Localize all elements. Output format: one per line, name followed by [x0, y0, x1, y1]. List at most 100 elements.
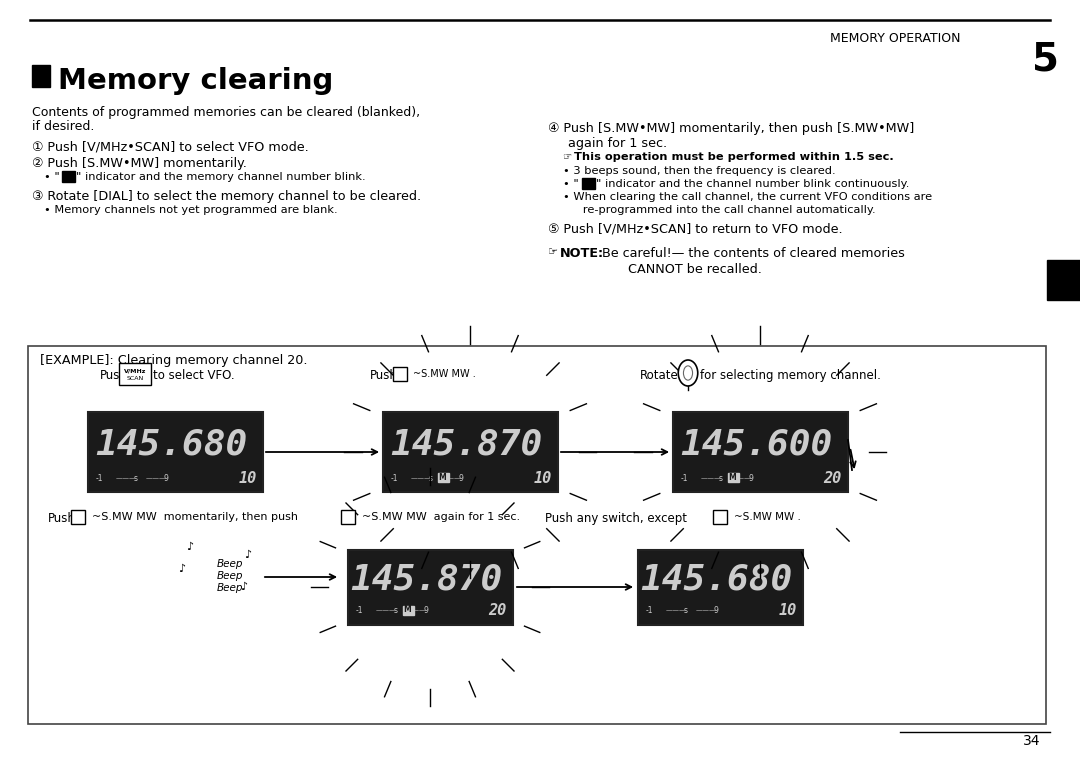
Bar	[32, 65, 50, 87]
Text: 9: 9	[423, 606, 429, 615]
Text: • 3 beeps sound, then the frequency is cleared.: • 3 beeps sound, then the frequency is c…	[563, 166, 836, 176]
Bar	[637, 549, 802, 625]
Text: -1: -1	[391, 473, 399, 482]
Text: ———: ———	[696, 607, 716, 613]
Text: ~S.MW MW .: ~S.MW MW .	[413, 369, 476, 379]
Text: MEMORY OPERATION: MEMORY OPERATION	[831, 32, 960, 45]
Text: if desired.: if desired.	[32, 120, 94, 133]
Text: Beep: Beep	[217, 583, 243, 593]
Text: • ": • "	[563, 179, 579, 189]
Text: Push: Push	[48, 512, 76, 525]
Text: 20: 20	[823, 470, 841, 485]
Bar	[403, 606, 414, 614]
Text: " indicator and the channel number blink continuously.: " indicator and the channel number blink…	[596, 179, 909, 189]
Text: ———: ———	[665, 607, 687, 613]
Text: CANNOT be recalled.: CANNOT be recalled.	[627, 263, 761, 276]
Text: ☞: ☞	[563, 152, 576, 162]
Text: 145.600: 145.600	[680, 427, 832, 461]
Text: Contents of programmed memories can be cleared (blanked),: Contents of programmed memories can be c…	[32, 106, 420, 119]
Text: ♪: ♪	[241, 582, 247, 592]
Text: " indicator and the memory channel number blink.: " indicator and the memory channel numbe…	[76, 172, 366, 182]
Text: • Memory channels not yet programmed are blank.: • Memory channels not yet programmed are…	[44, 205, 338, 215]
Text: re-programmed into the call channel automatically.: re-programmed into the call channel auto…	[572, 205, 876, 215]
Text: s: s	[134, 473, 137, 482]
Text: Memory clearing: Memory clearing	[58, 67, 334, 95]
Text: ———: ———	[376, 607, 396, 613]
Text: Be careful!— the contents of cleared memories: Be careful!— the contents of cleared mem…	[598, 247, 905, 260]
Text: s: s	[684, 606, 688, 615]
Text: • ": • "	[44, 172, 59, 182]
FancyBboxPatch shape	[28, 346, 1047, 724]
Text: to select VFO.: to select VFO.	[153, 369, 234, 382]
Text: for selecting memory channel.: for selecting memory channel.	[700, 369, 881, 382]
Text: M: M	[63, 173, 72, 182]
Text: ~S.MW MW .: ~S.MW MW .	[734, 512, 801, 522]
Text: V/MHz: V/MHz	[124, 369, 146, 373]
Text: NOTE:: NOTE:	[561, 247, 604, 260]
Text: 145.680: 145.680	[639, 562, 792, 596]
Text: ———: ———	[730, 475, 752, 481]
Text: 5: 5	[1032, 40, 1059, 78]
Text: s: s	[718, 473, 723, 482]
Text: ♪: ♪	[244, 550, 252, 560]
Ellipse shape	[678, 360, 698, 386]
Text: s: s	[429, 473, 432, 482]
Text: M: M	[583, 180, 592, 189]
Text: ———: ———	[701, 475, 721, 481]
Text: -1: -1	[95, 473, 103, 482]
Text: Beep: Beep	[217, 559, 243, 569]
Bar	[348, 549, 513, 625]
Ellipse shape	[684, 366, 692, 380]
Text: 20: 20	[488, 603, 507, 618]
Text: ③ Rotate [DIAL] to select the memory channel to be cleared.: ③ Rotate [DIAL] to select the memory cha…	[32, 190, 421, 203]
Bar	[673, 412, 848, 492]
Text: 145.680: 145.680	[95, 427, 247, 461]
Text: ④ Push [S.MW•MW] momentarily, then push [S.MW•MW]: ④ Push [S.MW•MW] momentarily, then push …	[548, 122, 915, 135]
Text: ~S.MW MW  again for 1 sec.: ~S.MW MW again for 1 sec.	[362, 512, 521, 522]
Text: 10: 10	[239, 470, 257, 485]
Text: ———: ———	[405, 607, 427, 613]
Text: 10: 10	[534, 470, 552, 485]
Text: 10: 10	[779, 603, 797, 618]
Text: 5: 5	[1053, 266, 1072, 294]
Text: Push: Push	[100, 369, 127, 382]
Bar	[382, 412, 557, 492]
Text: ———: ———	[146, 475, 166, 481]
Text: ———: ———	[410, 475, 432, 481]
Text: 9: 9	[714, 606, 718, 615]
Text: M: M	[403, 606, 410, 614]
Text: M: M	[728, 473, 735, 482]
Bar	[1047, 260, 1080, 300]
Text: Rotate: Rotate	[640, 369, 678, 382]
Text: This operation must be performed within 1.5 sec.: This operation must be performed within …	[573, 152, 894, 162]
Text: Push any switch, except: Push any switch, except	[545, 512, 687, 525]
Text: -1: -1	[646, 606, 653, 615]
Text: 9: 9	[748, 473, 754, 482]
Text: ♪: ♪	[187, 542, 193, 552]
Text: s: s	[393, 606, 397, 615]
Text: • When clearing the call channel, the current VFO conditions are: • When clearing the call channel, the cu…	[563, 192, 932, 202]
Text: 9: 9	[459, 473, 463, 482]
Text: again for 1 sec.: again for 1 sec.	[548, 137, 667, 150]
Text: 145.870: 145.870	[390, 427, 542, 461]
Text: Push: Push	[370, 369, 397, 382]
Text: -1: -1	[355, 606, 363, 615]
Text: ———: ———	[116, 475, 136, 481]
Bar	[62, 171, 75, 182]
Text: 9: 9	[163, 473, 168, 482]
FancyBboxPatch shape	[119, 363, 151, 385]
Text: ☞: ☞	[548, 247, 558, 257]
Text: 145.870: 145.870	[350, 562, 502, 596]
Text: M: M	[438, 473, 446, 482]
Text: [EXAMPLE]: Clearing memory channel 20.: [EXAMPLE]: Clearing memory channel 20.	[40, 354, 308, 367]
Bar	[728, 473, 739, 482]
Bar	[437, 473, 448, 482]
Text: Beep: Beep	[217, 571, 243, 581]
Text: ♪: ♪	[178, 564, 186, 574]
Text: ~S.MW MW  momentarily, then push: ~S.MW MW momentarily, then push	[92, 512, 298, 522]
Text: ② Push [S.MW•MW] momentarily.: ② Push [S.MW•MW] momentarily.	[32, 157, 247, 170]
Text: ① Push [V/MHz•SCAN] to select VFO mode.: ① Push [V/MHz•SCAN] to select VFO mode.	[32, 140, 309, 153]
Text: SCAN: SCAN	[126, 376, 144, 380]
Text: ———: ———	[441, 475, 461, 481]
Bar	[582, 178, 595, 189]
